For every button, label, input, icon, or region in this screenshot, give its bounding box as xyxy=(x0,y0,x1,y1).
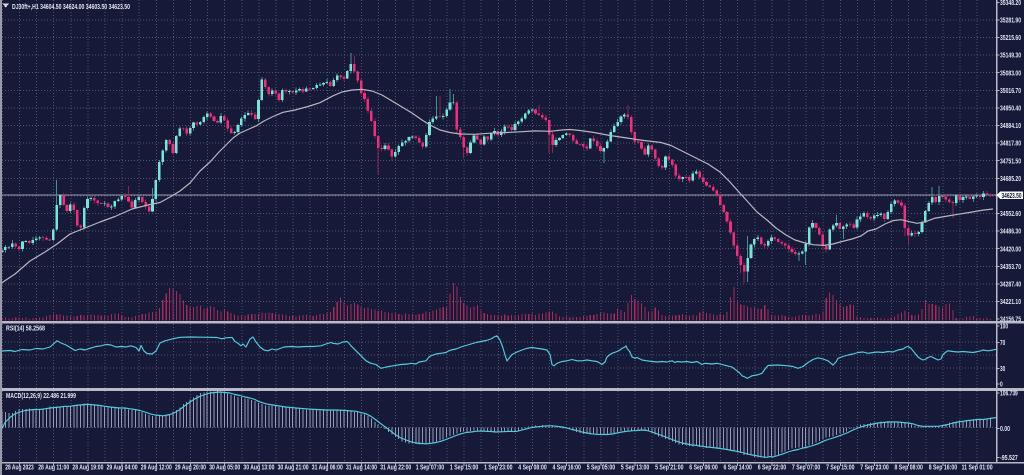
svg-text:35083.00: 35083.00 xyxy=(1000,68,1021,77)
svg-text:30: 30 xyxy=(1000,364,1005,373)
svg-text:6 Sep 22:00: 6 Sep 22:00 xyxy=(758,463,786,472)
svg-text:0: 0 xyxy=(1000,380,1003,389)
svg-text:29 Aug 20:00: 29 Aug 20:00 xyxy=(175,463,206,472)
svg-text:6 Sep 14:00: 6 Sep 14:00 xyxy=(724,463,752,472)
svg-text:34552.60: 34552.60 xyxy=(1000,209,1021,218)
svg-text:6 Sep 06:00: 6 Sep 06:00 xyxy=(689,463,717,472)
svg-text:8 Sep 08:00: 8 Sep 08:00 xyxy=(895,463,923,472)
svg-text:30 Aug 13:00: 30 Aug 13:00 xyxy=(243,463,274,472)
svg-text:MACD(12,26,9) 22.486 21.999: MACD(12,26,9) 22.486 21.999 xyxy=(6,391,76,400)
svg-text:28 Aug 19:00: 28 Aug 19:00 xyxy=(72,463,103,472)
svg-text:34486.30: 34486.30 xyxy=(1000,227,1021,236)
svg-text:35016.70: 35016.70 xyxy=(1000,86,1021,95)
svg-text:35149.30: 35149.30 xyxy=(1000,51,1021,60)
svg-text:31 Aug 14:00: 31 Aug 14:00 xyxy=(346,463,377,472)
svg-text:8 Sep 16:00: 8 Sep 16:00 xyxy=(929,463,957,472)
svg-text:28 Aug 2023: 28 Aug 2023 xyxy=(5,463,33,472)
svg-text:7 Sep 15:00: 7 Sep 15:00 xyxy=(826,463,854,472)
svg-text:29 Aug 04:00: 29 Aug 04:00 xyxy=(107,463,138,472)
svg-text:DJ30ft+,H1 34604.50 34624.00: DJ30ft+,H1 34604.50 34624.00 34603.50 34… xyxy=(12,2,130,11)
svg-text:1 Sep 07:00: 1 Sep 07:00 xyxy=(416,463,444,472)
svg-text:34420.00: 34420.00 xyxy=(1000,244,1021,253)
svg-text:5 Sep 21:00: 5 Sep 21:00 xyxy=(655,463,683,472)
svg-text:34353.70: 34353.70 xyxy=(1000,262,1021,271)
svg-text:7 Sep 07:00: 7 Sep 07:00 xyxy=(792,463,820,472)
svg-text:34221.10: 34221.10 xyxy=(1000,297,1021,306)
svg-text:70: 70 xyxy=(1000,338,1005,347)
svg-text:106.739: 106.739 xyxy=(1000,389,1018,398)
svg-text:1 Sep 23:00: 1 Sep 23:00 xyxy=(484,463,512,472)
svg-text:34817.80: 34817.80 xyxy=(1000,139,1021,148)
svg-text:35281.90: 35281.90 xyxy=(1000,16,1021,25)
svg-text:31 Aug 06:00: 31 Aug 06:00 xyxy=(312,463,343,472)
svg-text:4 Sep 16:00: 4 Sep 16:00 xyxy=(553,463,581,472)
svg-text:100: 100 xyxy=(1000,322,1008,331)
svg-text:34623.50: 34623.50 xyxy=(1002,191,1022,200)
svg-text:35215.60: 35215.60 xyxy=(1000,33,1021,42)
svg-text:11 Sep 01:00: 11 Sep 01:00 xyxy=(962,463,993,472)
svg-text:34751.50: 34751.50 xyxy=(1000,156,1021,165)
svg-text:0.00: 0.00 xyxy=(1000,424,1010,433)
svg-text:5 Sep 13:00: 5 Sep 13:00 xyxy=(621,463,649,472)
svg-text:5 Sep 05:00: 5 Sep 05:00 xyxy=(587,463,615,472)
svg-text:30 Aug 05:00: 30 Aug 05:00 xyxy=(209,463,240,472)
svg-text:-95.527: -95.527 xyxy=(1000,453,1018,462)
svg-text:30 Aug 21:00: 30 Aug 21:00 xyxy=(278,463,309,472)
svg-text:RSI(14) 58.2568: RSI(14) 58.2568 xyxy=(6,324,45,333)
svg-text:29 Aug 12:00: 29 Aug 12:00 xyxy=(141,463,172,472)
svg-text:7 Sep 23:00: 7 Sep 23:00 xyxy=(860,463,888,472)
svg-text:34950.40: 34950.40 xyxy=(1000,104,1021,113)
svg-text:4 Sep 08:00: 4 Sep 08:00 xyxy=(518,463,546,472)
svg-text:31 Aug 22:00: 31 Aug 22:00 xyxy=(380,463,411,472)
svg-text:34287.40: 34287.40 xyxy=(1000,280,1021,289)
svg-text:35348.20: 35348.20 xyxy=(1000,0,1021,7)
svg-text:34685.20: 34685.20 xyxy=(1000,174,1021,183)
svg-text:34884.10: 34884.10 xyxy=(1000,121,1021,130)
svg-text:1 Sep 15:00: 1 Sep 15:00 xyxy=(450,463,478,472)
svg-text:28 Aug 11:00: 28 Aug 11:00 xyxy=(38,463,69,472)
svg-text:34156.75: 34156.75 xyxy=(1000,314,1021,323)
